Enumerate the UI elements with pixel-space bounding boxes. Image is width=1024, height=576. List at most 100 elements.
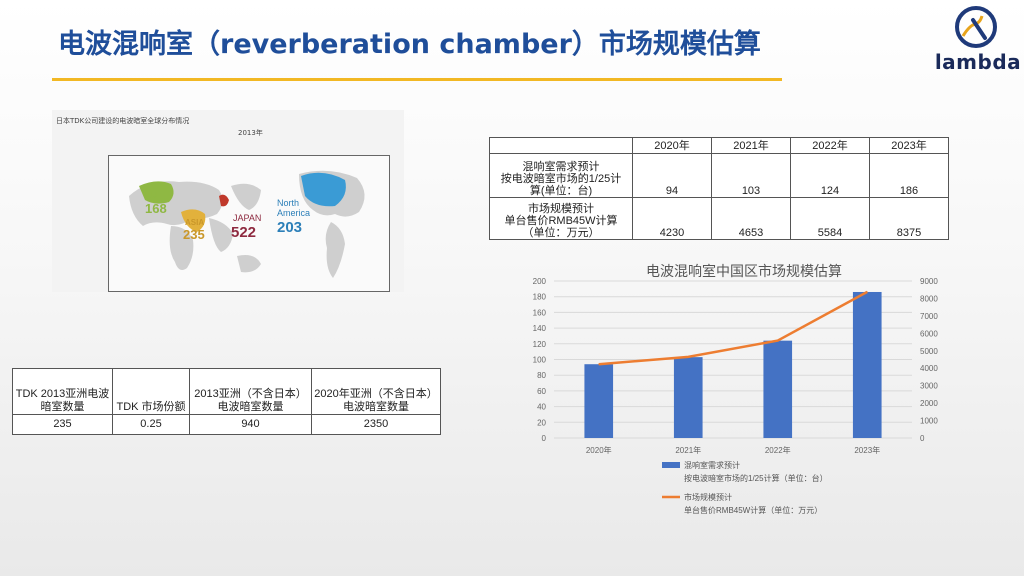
header-line: TDK 市场份额	[116, 401, 186, 413]
line-point	[866, 291, 868, 293]
lambda-logo: lambda	[930, 4, 1022, 76]
chart-axes: 0204060801001201401601802000100020003000…	[533, 277, 939, 455]
map-value-japan: 522	[231, 224, 257, 241]
y-right-tick-label: 6000	[920, 329, 938, 338]
header-line: TDK 2013亚洲电波	[15, 388, 110, 400]
legend-label: 单台售价RMB45W计算（单位：万元）	[684, 505, 822, 515]
table-header-row: 2020年 2021年 2022年 2023年	[489, 137, 949, 154]
year-header: 2022年	[790, 137, 870, 154]
label-line: 按电波暗室市场的1/25计	[500, 173, 622, 185]
year-header: 2021年	[711, 137, 791, 154]
header-line: 电波暗室数量	[343, 401, 409, 413]
bar	[763, 340, 793, 438]
y-left-tick-label: 160	[533, 308, 547, 317]
x-tick-label: 2022年	[765, 445, 791, 455]
market-size-chart: 电波混响室中国区市场规模估算 0 20 40 60 80 100 120 140 160 180 2…	[533, 263, 939, 515]
line-series	[598, 290, 868, 366]
world-map-icon	[129, 170, 365, 278]
y-right-tick-label: 9000	[920, 277, 938, 286]
legend-swatch-bar	[662, 462, 680, 468]
legend-label: 按电波暗室市场的1/25计算（单位：台）	[684, 473, 828, 483]
y-left-tick-label: 180	[533, 293, 547, 302]
y-left-tick-label: 40	[537, 403, 546, 412]
line-point	[687, 356, 689, 358]
table-corner-cell	[489, 137, 633, 154]
map-value-north-america: 203	[277, 219, 303, 236]
table-cell: 8375	[869, 197, 949, 240]
map-label-asia: ASIA	[185, 218, 205, 227]
table-cell: 940	[189, 414, 312, 435]
table-row: 235 0.25 940 2350	[12, 414, 441, 435]
map-year: 2013年	[238, 129, 263, 137]
world-map-frame: EU 168 ASIA 235 JAPAN 522 North America …	[108, 155, 390, 292]
table-row: 混响室需求预计 按电波暗室市场的1/25计 算(单位：台) 94 103 124…	[489, 153, 949, 198]
y-left-tick-label: 200	[533, 277, 547, 286]
table-cell: 2350	[311, 414, 441, 435]
y-left-tick-label: 80	[537, 371, 546, 380]
table-cell: 94	[632, 153, 712, 198]
line-point	[777, 340, 779, 342]
bar-series	[584, 291, 882, 438]
header-cell: 2020年亚洲（不含日本） 电波暗室数量	[311, 368, 441, 415]
asia-share-table: TDK 2013亚洲电波 暗室数量 TDK 市场份额 2013亚洲（不含日本） …	[12, 368, 441, 435]
bar	[673, 357, 703, 438]
map-label-eu: EU	[145, 190, 158, 200]
lambda-logo-icon	[955, 6, 997, 48]
y-right-tick-label: 5000	[920, 347, 938, 356]
x-tick-label: 2020年	[586, 445, 612, 455]
header-cell: TDK 2013亚洲电波 暗室数量	[12, 368, 113, 415]
forecast-table: 2020年 2021年 2022年 2023年 混响室需求预计 按电波暗室市场的…	[489, 137, 949, 240]
label-line: （单位：万元）	[522, 227, 600, 239]
header-line: 2020年亚洲（不含日本）	[314, 388, 438, 400]
label-line: 混响室需求预计	[522, 161, 600, 173]
table-cell: 103	[711, 153, 791, 198]
chart-grid	[554, 280, 912, 439]
header-line: 暗室数量	[40, 401, 85, 413]
row-label-market: 市场规模预计 单台售价RMB45W计算 （单位：万元）	[489, 197, 633, 240]
line-point	[598, 363, 600, 365]
bar	[584, 364, 614, 438]
table-cell: 5584	[790, 197, 870, 240]
table-cell: 0.25	[112, 414, 190, 435]
table-cell: 4230	[632, 197, 712, 240]
header-cell: 2013亚洲（不含日本） 电波暗室数量	[189, 368, 312, 415]
label-line: 算(单位：台)	[529, 185, 593, 197]
title-underline	[52, 78, 782, 81]
header-cell: TDK 市场份额	[112, 368, 190, 415]
x-tick-label: 2023年	[854, 445, 880, 455]
table-row: 市场规模预计 单台售价RMB45W计算 （单位：万元） 4230 4653 55…	[489, 197, 949, 240]
chart-title: 电波混响室中国区市场规模估算	[646, 263, 842, 279]
y-right-tick-label: 3000	[920, 382, 938, 391]
y-right-tick-label: 0	[920, 434, 925, 443]
y-left-tick-label: 100	[533, 356, 547, 365]
y-left-tick-label: 0	[542, 434, 547, 443]
legend-label: 混响室需求预计	[684, 460, 740, 470]
logo-text: lambda	[934, 50, 1022, 74]
table-cell: 186	[869, 153, 949, 198]
year-header: 2023年	[869, 137, 949, 154]
x-tick-label: 2021年	[675, 445, 701, 455]
map-label-north-america: North America	[277, 198, 311, 218]
y-left-tick-label: 20	[537, 418, 546, 427]
row-label-demand: 混响室需求预计 按电波暗室市场的1/25计 算(单位：台)	[489, 153, 633, 198]
table-cell: 124	[790, 153, 870, 198]
y-right-tick-label: 7000	[920, 312, 938, 321]
map-value-eu: 168	[145, 201, 167, 216]
y-left-tick-label: 140	[533, 324, 547, 333]
y-left-tick-label: 120	[533, 340, 547, 349]
bar	[852, 291, 882, 438]
table-header-row: TDK 2013亚洲电波 暗室数量 TDK 市场份额 2013亚洲（不含日本） …	[12, 368, 441, 415]
map-label-japan: JAPAN	[233, 213, 262, 223]
y-right-tick-label: 8000	[920, 294, 938, 303]
header-line: 电波暗室数量	[217, 401, 284, 413]
legend-label: 市场规模预计	[684, 492, 732, 502]
y-right-tick-label: 4000	[920, 364, 938, 373]
y-left-tick-label: 60	[537, 387, 546, 396]
y-right-tick-label: 1000	[920, 417, 938, 426]
year-header: 2020年	[632, 137, 712, 154]
y-right-tick-label: 2000	[920, 399, 938, 408]
label-line: 单台售价RMB45W计算	[504, 215, 618, 227]
table-cell: 235	[12, 414, 113, 435]
label-line: 市场规模预计	[528, 203, 594, 215]
